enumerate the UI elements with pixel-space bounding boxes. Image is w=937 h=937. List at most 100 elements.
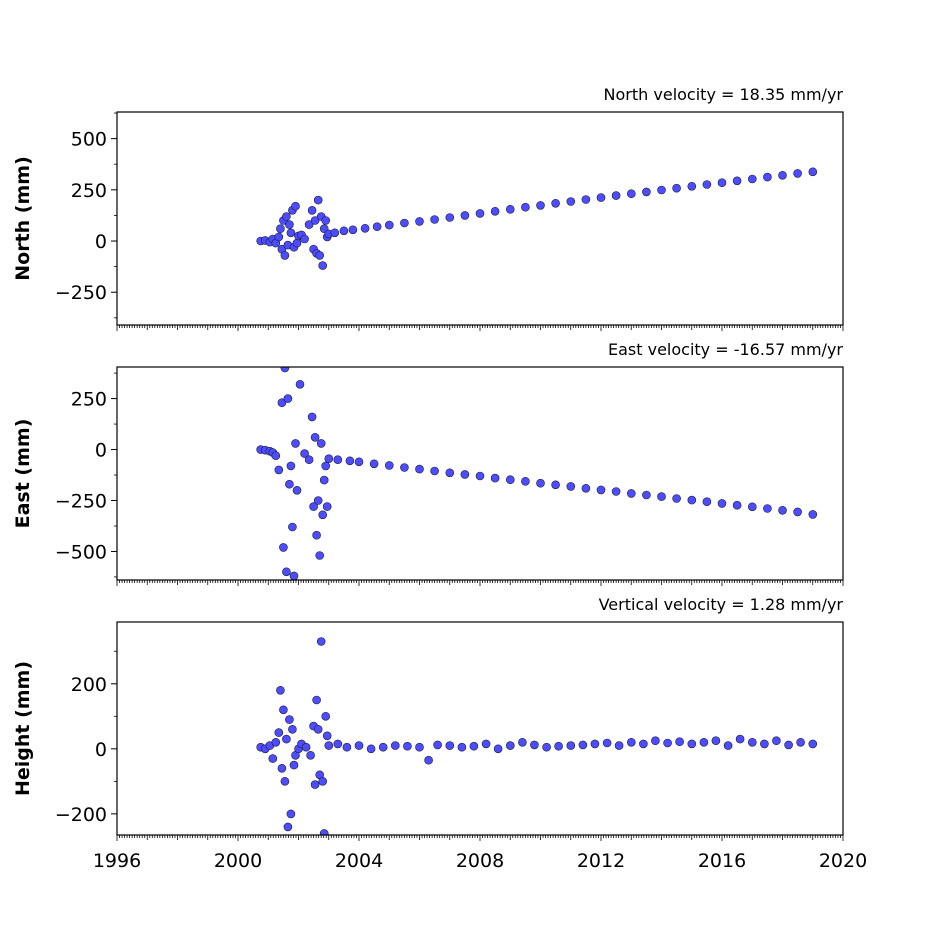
north-data-point [286, 228, 296, 238]
x-tick-label: 2004 [335, 850, 383, 872]
height-data-point [390, 741, 400, 750]
north-points [256, 167, 818, 270]
height-data-point [530, 740, 539, 750]
x-tick-label: 2020 [819, 850, 867, 872]
north-data-point [521, 202, 530, 212]
east-data-point [400, 463, 409, 472]
east-data-point [521, 476, 530, 486]
height-data-point [306, 750, 315, 760]
east-data-point [611, 487, 621, 496]
east-data-point [490, 473, 500, 483]
east-data-point [415, 464, 424, 474]
north-velocity-label: North velocity = 18.35 mm/yr [604, 85, 844, 104]
east-data-point [626, 489, 636, 498]
height-data-point [301, 742, 311, 752]
east-data-point [763, 504, 772, 513]
north-data-point [626, 189, 636, 198]
height-data-point [554, 741, 563, 751]
height-data-point [277, 763, 287, 773]
east-axis-label: East (mm) [12, 419, 34, 529]
x-tick-label: 2008 [456, 850, 504, 872]
east-data-point [345, 456, 355, 466]
height-data-point [366, 744, 376, 754]
east-data-point [300, 449, 309, 458]
height-panel: 1996 2000 2004 2008 2012 2016 2020 −200 0 200 Heig… [12, 595, 867, 872]
east-data-point [793, 507, 802, 517]
north-data-point [330, 228, 340, 238]
x-tick-label: 2016 [698, 850, 746, 872]
height-data-point [784, 740, 793, 750]
north-data-point [445, 213, 455, 222]
east-y-tick-label: 250 [71, 389, 107, 411]
north-axes-frame [116, 111, 844, 326]
east-data-point [747, 502, 757, 512]
height-data-point [274, 728, 284, 737]
height-data-point [796, 737, 805, 747]
height-data-point [481, 739, 491, 749]
east-data-point [291, 439, 300, 448]
east-data-point [732, 500, 742, 510]
north-data-point [318, 261, 328, 270]
height-data-point [354, 741, 364, 750]
height-data-point [747, 737, 757, 747]
height-data-point [675, 737, 684, 747]
north-data-point [581, 195, 591, 204]
height-data-point [687, 739, 697, 749]
east-panel: −500 −250 0 250 East (mm) East velocity = -16… [12, 340, 844, 586]
east-data-point [289, 571, 299, 580]
north-data-point [400, 218, 409, 228]
east-y-tick-label: 0 [95, 440, 107, 462]
east-velocity-label: East velocity = -16.57 mm/yr [608, 340, 843, 359]
east-data-point [566, 482, 576, 491]
east-data-point [312, 530, 321, 540]
height-data-point [280, 776, 290, 786]
height-data-point [723, 741, 733, 750]
height-data-point [699, 737, 709, 747]
height-data-point [403, 741, 412, 751]
east-data-point [282, 567, 291, 577]
north-data-point [348, 225, 358, 235]
east-data-point [369, 459, 379, 469]
east-data-point [475, 471, 485, 481]
east-data-point [271, 451, 281, 461]
north-data-point [280, 251, 290, 260]
east-data-point [304, 455, 314, 465]
north-data-point [596, 193, 606, 202]
north-data-point [282, 212, 291, 221]
north-data-point [285, 220, 294, 229]
height-data-point [424, 755, 433, 765]
height-data-point [276, 685, 285, 695]
east-data-point [536, 478, 545, 488]
east-data-point [315, 551, 325, 560]
height-data-point [566, 741, 576, 750]
north-data-point [717, 178, 727, 187]
east-data-point [279, 543, 288, 552]
east-y-tick-label: −500 [55, 541, 107, 563]
north-data-point [384, 220, 394, 230]
height-data-point [457, 742, 467, 752]
north-data-point [304, 220, 314, 229]
east-data-point [642, 490, 651, 500]
x-tick-label: 1996 [93, 850, 141, 872]
east-data-point [321, 461, 331, 471]
east-data-point [778, 505, 787, 515]
height-data-point [469, 741, 479, 751]
north-data-point [611, 191, 621, 200]
north-data-point [460, 211, 470, 220]
height-y-tick-label: −200 [55, 804, 107, 826]
east-data-point [808, 510, 818, 519]
north-data-point [300, 234, 309, 244]
north-data-point [747, 174, 757, 184]
height-data-point [518, 737, 527, 747]
east-x-minor-ticks [116, 580, 844, 586]
north-data-point [642, 187, 651, 197]
height-data-point [626, 737, 636, 747]
north-panel: −250 0 250 500 North (mm) North velocity = 18… [12, 85, 844, 331]
height-points [256, 637, 818, 835]
east-data-point [322, 502, 332, 511]
x-tick-label: 2000 [214, 850, 262, 872]
height-data-point [542, 742, 551, 752]
east-data-point [288, 522, 297, 532]
height-x-minor-ticks [116, 835, 844, 841]
east-data-point [460, 470, 470, 479]
